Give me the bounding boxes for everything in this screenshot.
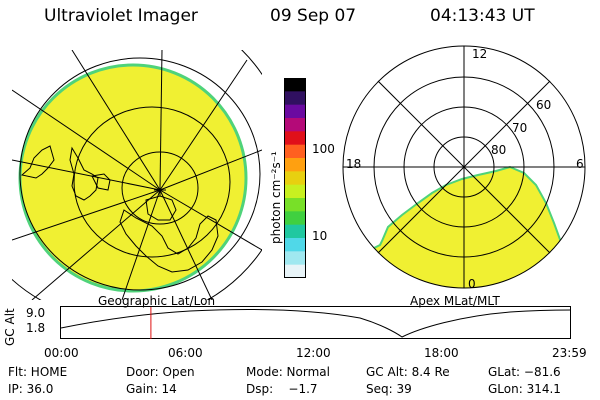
time-tick-0600: 06:00 [168,346,203,360]
geographic-image [12,50,262,300]
colorbar-tick-100: 100 [312,142,335,156]
mode-status: Mode: Normal [246,365,330,379]
lon-grid [12,50,262,300]
colorbar-swatch [284,198,306,212]
flight-status: Flt: HOME [8,365,68,379]
altitude-axis-label: GC Alt [3,308,17,346]
polar-grid [342,45,586,289]
emission-disk [18,63,248,293]
glat-status: GLat: −81.6 [488,365,561,379]
mlt-label-0: 0 [468,277,476,291]
time-tick-1200: 12:00 [296,346,331,360]
colorbar-swatch [284,264,306,278]
colorbar-swatch [284,211,306,226]
color-scale-bar [284,78,306,278]
coastline [20,145,219,273]
colorbar-swatch [284,131,306,146]
colorbar-swatch [284,91,306,106]
door-status: Door: Open [126,365,195,379]
lat-grid [12,50,262,300]
ip-status: IP: 36.0 [8,382,54,396]
colorbar-tick-10: 10 [312,229,328,243]
colorbar-swatch [284,104,306,119]
altitude-ytick-top: 9.0 [26,306,46,320]
colorbar-swatch [284,78,306,92]
gc-alt-status: GC Alt: 8.4 Re [366,365,450,379]
time-tick-0000: 00:00 [44,346,79,360]
date-label: 09 Sep 07 [270,6,357,26]
colorbar-swatch [284,251,306,266]
mlat-label-70: 70 [512,121,528,135]
colorbar-swatch [284,118,306,132]
gain-status: Gain: 14 [126,382,177,396]
mlt-label-6: 6 [576,157,584,171]
colorbar-swatch [284,184,306,199]
colorbar-swatch [284,171,306,186]
altitude-curve [60,308,572,338]
altitude-plot-frame [60,306,571,339]
mlt-label-12: 12 [472,47,488,61]
altitude-plot [60,306,572,339]
colorbar-swatch [284,224,306,239]
instrument-title: Ultraviolet Imager [44,6,198,26]
magnetic-polar-plot [342,45,586,289]
altitude-ytick-bottom: 1.8 [26,321,46,335]
geographic-caption: Geographic Lat/Lon [98,294,216,308]
colorbar-swatch [284,144,306,159]
magnetic-caption: Apex MLat/MLT [410,294,500,308]
mlat-label-60: 60 [536,98,552,112]
colorbar-swatch [284,158,306,172]
mlt-label-18: 18 [346,157,362,171]
polar-emission-region [343,165,585,288]
dsp-status: Dsp: −1.7 [246,382,318,396]
seq-status: Seq: 39 [366,382,412,396]
mlat-label-80: 80 [491,143,507,157]
glon-status: GLon: 314.1 [488,382,561,396]
time-tick-1800: 18:00 [424,346,459,360]
colorbar-unit-label: photon cm⁻²s⁻¹ [269,151,283,244]
colorbar-swatch [284,238,306,252]
time-tick-2359: 23:59 [552,346,587,360]
time-label: 04:13:43 UT [430,6,535,26]
